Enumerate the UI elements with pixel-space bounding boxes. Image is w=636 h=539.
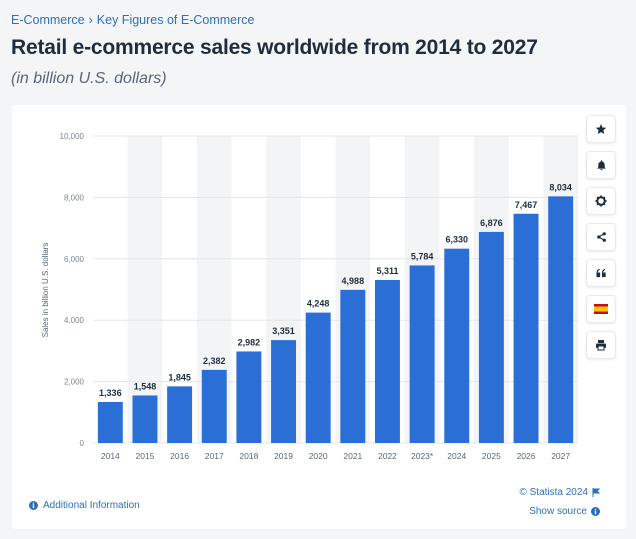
breadcrumb-link-ecommerce[interactable]: E-Commerce <box>11 13 85 27</box>
notification-button[interactable] <box>586 151 616 179</box>
y-tick-label: 10,000 <box>60 132 85 141</box>
bar[interactable] <box>97 401 123 443</box>
data-label: 2,382 <box>203 356 226 366</box>
x-tick-label: 2016 <box>170 451 189 461</box>
chart-toolbar <box>586 115 616 367</box>
data-label: 5,784 <box>411 251 434 261</box>
additional-information-link[interactable]: i Additional Information <box>29 500 140 511</box>
x-tick-label: 2022 <box>378 451 397 461</box>
x-tick-label: 2025 <box>482 451 501 461</box>
y-tick-label: 0 <box>80 439 85 448</box>
bar[interactable] <box>271 340 297 443</box>
additional-information-label: Additional Information <box>43 500 140 511</box>
bar[interactable] <box>513 213 539 443</box>
data-label: 4,248 <box>307 299 330 309</box>
x-tick-label: 2023* <box>411 451 434 461</box>
y-axis-label: Sales in billion U.S. dollars <box>41 243 50 338</box>
bar-chart: 0 2,000 4,000 6,000 8,000 10,000 1,336 1,548 1,… <box>41 132 578 461</box>
data-label: 5,311 <box>376 266 398 276</box>
info-circle-icon <box>591 507 600 516</box>
share-button[interactable] <box>586 223 616 251</box>
bar[interactable] <box>236 351 262 443</box>
breadcrumb: E-Commerce › Key Figures of E-Commerce <box>11 13 254 27</box>
flag-marker-icon <box>592 488 600 497</box>
bar[interactable] <box>374 279 400 443</box>
bar[interactable] <box>409 265 435 443</box>
breadcrumb-link-key-figures[interactable]: Key Figures of E-Commerce <box>96 13 255 27</box>
data-label: 1,548 <box>134 381 157 391</box>
share-icon <box>596 232 606 242</box>
data-label: 4,988 <box>342 276 365 286</box>
gear-icon <box>595 195 607 207</box>
y-tick-label: 8,000 <box>64 193 85 202</box>
x-tick-label: 2020 <box>309 451 328 461</box>
breadcrumb-separator: › <box>88 13 93 27</box>
language-button[interactable] <box>586 295 616 323</box>
x-tick-label: 2017 <box>205 451 224 461</box>
bar[interactable] <box>444 248 470 443</box>
y-tick-label: 2,000 <box>64 378 85 387</box>
chart-footer: © Statista 2024 Show source <box>519 483 600 521</box>
data-label: 6,330 <box>445 235 468 245</box>
bar[interactable] <box>478 231 504 443</box>
data-label: 1,845 <box>168 372 191 382</box>
star-icon <box>595 124 607 134</box>
x-tick-label: 2021 <box>343 451 362 461</box>
data-label: 2,982 <box>238 337 261 347</box>
data-label: 1,336 <box>99 388 122 398</box>
bar[interactable] <box>305 312 331 443</box>
copyright-text: © Statista 2024 <box>519 487 588 498</box>
bar[interactable] <box>548 196 574 443</box>
page-title: Retail e-commerce sales worldwide from 2… <box>11 36 538 59</box>
data-label: 3,351 <box>272 326 295 336</box>
info-icon: i <box>29 501 38 510</box>
x-tick-label: 2019 <box>274 451 293 461</box>
column-band <box>127 136 163 443</box>
bar[interactable] <box>132 395 158 443</box>
bar[interactable] <box>201 369 227 443</box>
quote-icon <box>595 268 606 278</box>
x-tick-label: 2014 <box>101 451 120 461</box>
settings-button[interactable] <box>586 187 616 215</box>
y-tick-label: 6,000 <box>64 255 85 264</box>
x-tick-label: 2026 <box>517 451 536 461</box>
flag-icon <box>594 304 608 314</box>
bar[interactable] <box>340 289 366 443</box>
bookmark-button[interactable] <box>586 115 616 143</box>
page-subtitle: (in billion U.S. dollars) <box>11 70 167 87</box>
bell-icon <box>596 160 606 171</box>
cite-button[interactable] <box>586 259 616 287</box>
data-label: 7,467 <box>515 200 538 210</box>
chart-card: 0 2,000 4,000 6,000 8,000 10,000 1,336 1,548 1,… <box>12 105 626 529</box>
x-tick-label: 2027 <box>551 451 570 461</box>
statista-credit[interactable]: © Statista 2024 <box>519 483 600 502</box>
y-tick-label: 4,000 <box>64 316 85 325</box>
print-button[interactable] <box>586 331 616 359</box>
bar[interactable] <box>167 386 193 443</box>
show-source-link[interactable]: Show source <box>529 506 587 517</box>
x-tick-label: 2024 <box>447 451 466 461</box>
data-label: 6,876 <box>480 218 503 228</box>
x-tick-label: 2015 <box>136 451 155 461</box>
print-icon <box>596 340 606 351</box>
data-label: 8,034 <box>549 182 572 192</box>
x-tick-label: 2018 <box>239 451 258 461</box>
